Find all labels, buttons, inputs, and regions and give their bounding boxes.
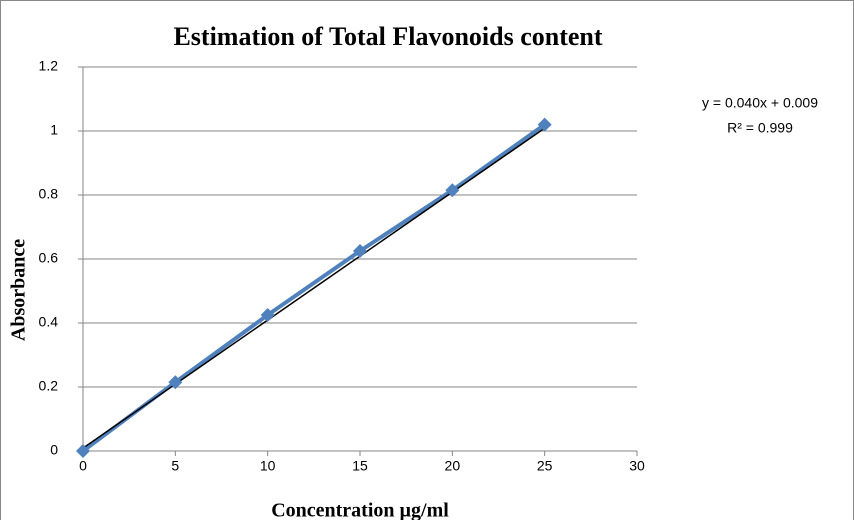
chart-title: Estimation of Total Flavonoids content xyxy=(173,22,602,51)
x-tick-label: 15 xyxy=(352,458,368,474)
marker xyxy=(353,244,367,258)
x-tick-label: 0 xyxy=(79,458,87,474)
trendline-equation: y = 0.040x + 0.009 xyxy=(702,95,818,111)
y-tick-label: 0.6 xyxy=(39,250,59,266)
marker xyxy=(76,444,90,458)
y-tick-label: 0.8 xyxy=(39,186,59,202)
x-tick-label: 30 xyxy=(629,458,645,474)
x-tick-label: 10 xyxy=(260,458,276,474)
y-tick-label: 0.4 xyxy=(39,314,59,330)
y-tick-label: 1 xyxy=(50,122,58,138)
x-tick-label: 20 xyxy=(445,458,461,474)
series-line xyxy=(81,122,546,453)
marker xyxy=(260,308,275,322)
y-tick-label: 0 xyxy=(50,442,58,458)
x-tick-label: 25 xyxy=(537,458,553,474)
y-tick-label: 1.2 xyxy=(39,58,59,74)
r-squared: R² = 0.999 xyxy=(727,120,793,136)
y-tick-label: 0.2 xyxy=(39,378,59,394)
x-axis-title: Concentration µg/ml xyxy=(271,500,449,520)
marker xyxy=(537,117,552,132)
marker xyxy=(168,375,183,390)
x-tick-label: 5 xyxy=(171,458,179,474)
trendline xyxy=(82,127,546,449)
marker xyxy=(445,183,460,198)
y-axis-title: Absorbance xyxy=(8,239,30,341)
